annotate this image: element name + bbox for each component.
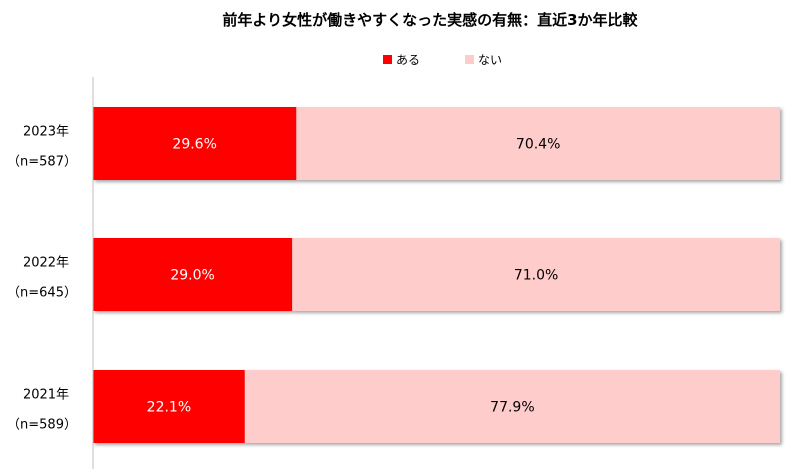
data-label-1-0: 70.4% <box>516 137 560 153</box>
data-label-0-2: 22.1% <box>147 400 191 416</box>
bar-segment-1-1 <box>292 238 780 311</box>
bar-row-2: 22.1% 77.9% <box>93 370 780 443</box>
bar-segment-0-2 <box>93 370 245 443</box>
chart-title: 前年より女性が働きやすくなった実感の有無：直近3か年比較 <box>222 11 638 29</box>
legend: ある ない <box>383 53 502 67</box>
bar-segment-0-1 <box>93 238 293 311</box>
legend-swatch-0 <box>383 55 392 64</box>
bar-segment-1-2 <box>244 370 780 443</box>
legend-label-1: ない <box>478 53 502 67</box>
data-label-0-1: 29.0% <box>170 268 214 284</box>
category-n-0: （n=587） <box>7 155 77 170</box>
bar-row-1: 29.0% 71.0% <box>93 238 780 311</box>
data-label-0-0: 29.6% <box>172 137 216 153</box>
category-year-1: 2022年 <box>23 256 69 271</box>
bars-group: 29.6% 70.4% 29.0% 71.0% 22.1% 77.9% <box>93 107 780 443</box>
category-year-2: 2021年 <box>23 388 69 403</box>
legend-swatch-1 <box>465 55 474 64</box>
category-n-2: （n=589） <box>7 418 77 433</box>
legend-label-0: ある <box>396 53 420 67</box>
category-labels: 2023年 （n=587） 2022年 （n=645） 2021年 （n=589） <box>7 125 77 433</box>
bar-row-0: 29.6% 70.4% <box>93 107 780 180</box>
bar-segment-0-0 <box>93 107 297 180</box>
data-label-1-1: 71.0% <box>514 268 558 284</box>
category-year-0: 2023年 <box>23 125 69 140</box>
category-n-1: （n=645） <box>7 286 77 301</box>
bar-segment-1-0 <box>296 107 780 180</box>
data-label-1-2: 77.9% <box>490 400 534 416</box>
